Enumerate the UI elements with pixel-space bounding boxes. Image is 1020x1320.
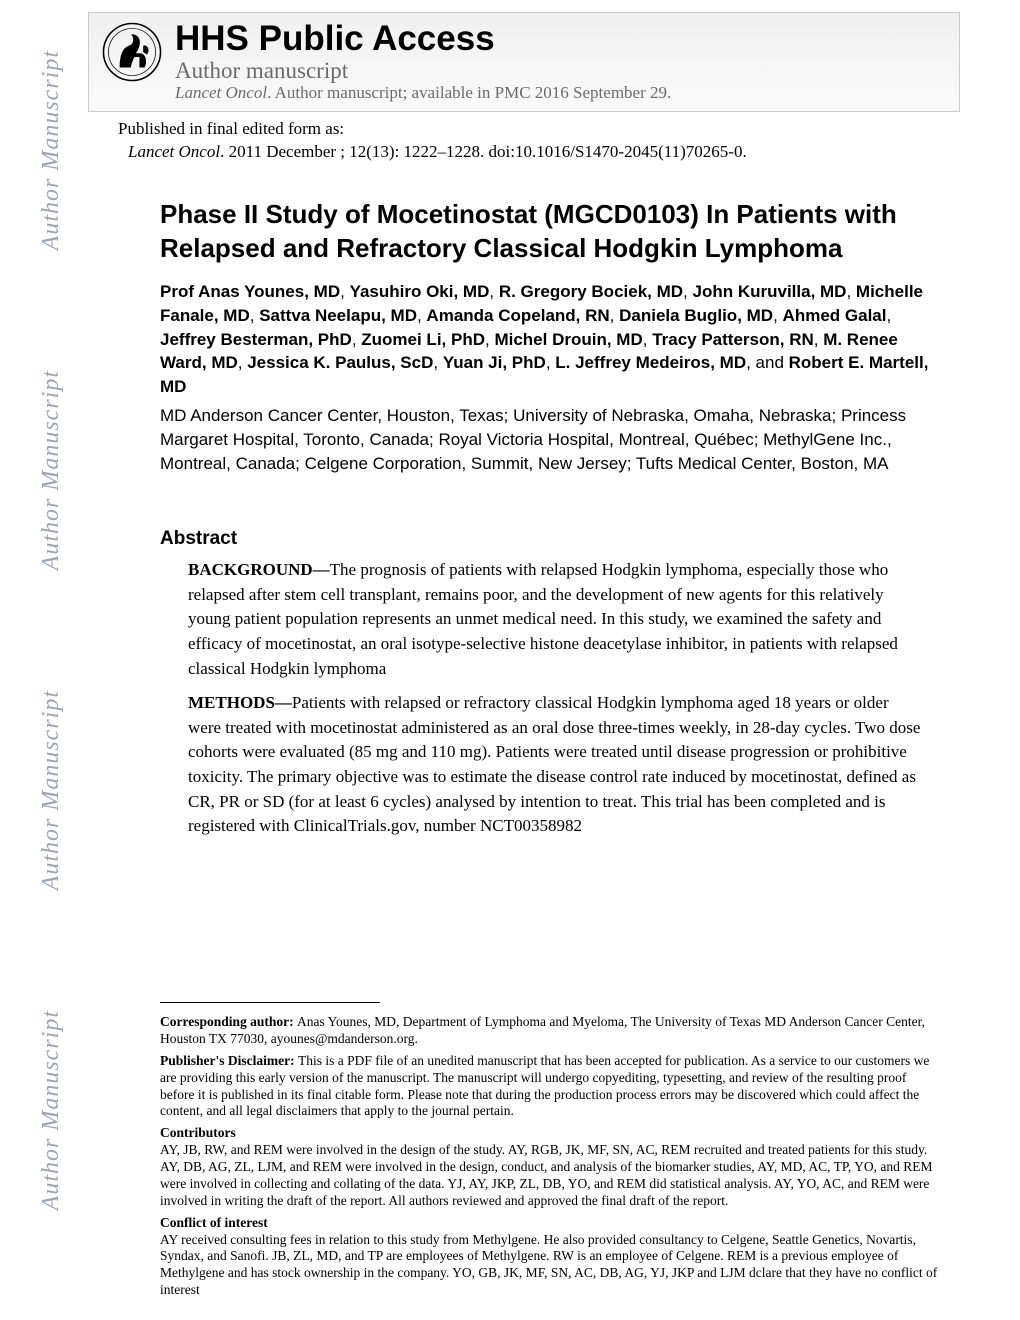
page: Author Manuscript Author Manuscript Auth… xyxy=(0,0,1020,1320)
article-title: Phase II Study of Mocetinostat (MGCD0103… xyxy=(160,198,940,266)
footnote-rule xyxy=(160,1002,380,1003)
footnote-conflict-label: Conflict of interest xyxy=(160,1215,942,1232)
footnote-contributors-label: Contributors xyxy=(160,1125,942,1142)
pub-line-2: Lancet Oncol. 2011 December ; 12(13): 12… xyxy=(118,141,960,164)
footnote-corresponding-label: Corresponding author: xyxy=(160,1014,297,1029)
abstract-body: BACKGROUND—The prognosis of patients wit… xyxy=(188,558,925,849)
publication-info: Published in final edited form as: Lance… xyxy=(118,118,960,164)
footnote-contributors: Contributors AY, JB, RW, and REM were in… xyxy=(160,1125,942,1209)
affiliation-list: MD Anderson Cancer Center, Houston, Texa… xyxy=(160,404,940,475)
pub-journal-name: Lancet Oncol xyxy=(128,142,220,161)
header-title: HHS Public Access xyxy=(175,21,947,58)
footnote-disclaimer-label: Publisher's Disclaimer: xyxy=(160,1053,298,1068)
abstract-heading: Abstract xyxy=(160,528,237,550)
footnote-disclaimer: Publisher's Disclaimer: This is a PDF fi… xyxy=(160,1053,942,1121)
hhs-logo-icon xyxy=(101,21,163,83)
abstract-methods-label: METHODS— xyxy=(188,693,292,712)
header-journal-name: Lancet Oncol xyxy=(175,83,267,102)
header-text-block: HHS Public Access Author manuscript Lanc… xyxy=(175,21,947,103)
author-list: Prof Anas Younes, MD, Yasuhiro Oki, MD, … xyxy=(160,280,940,399)
abstract-methods: METHODS—Patients with relapsed or refrac… xyxy=(188,691,925,839)
header-journal-line: Lancet Oncol. Author manuscript; availab… xyxy=(175,83,947,103)
abstract-background: BACKGROUND—The prognosis of patients wit… xyxy=(188,558,925,681)
header-subtitle: Author manuscript xyxy=(175,58,947,83)
abstract-background-label: BACKGROUND— xyxy=(188,560,330,579)
abstract-methods-text: Patients with relapsed or refractory cla… xyxy=(188,693,920,835)
footnote-conflict: Conflict of interest AY received consult… xyxy=(160,1215,942,1299)
pub-citation-rest: . 2011 December ; 12(13): 1222–1228. doi… xyxy=(220,142,747,161)
sidebar-author-manuscript-1: Author Manuscript xyxy=(38,50,65,250)
footnote-corresponding: Corresponding author: Anas Younes, MD, D… xyxy=(160,1014,942,1048)
footnote-contributors-text: AY, JB, RW, and REM were involved in the… xyxy=(160,1142,942,1210)
header-box: HHS Public Access Author manuscript Lanc… xyxy=(88,12,960,112)
header-journal-rest: . Author manuscript; available in PMC 20… xyxy=(267,83,671,102)
sidebar-author-manuscript-3: Author Manuscript xyxy=(38,690,65,890)
footnotes: Corresponding author: Anas Younes, MD, D… xyxy=(160,1014,942,1304)
footnote-conflict-text: AY received consulting fees in relation … xyxy=(160,1232,942,1300)
sidebar-author-manuscript-4: Author Manuscript xyxy=(38,1010,65,1210)
sidebar-author-manuscript-2: Author Manuscript xyxy=(38,370,65,570)
pub-line-1: Published in final edited form as: xyxy=(118,118,960,141)
